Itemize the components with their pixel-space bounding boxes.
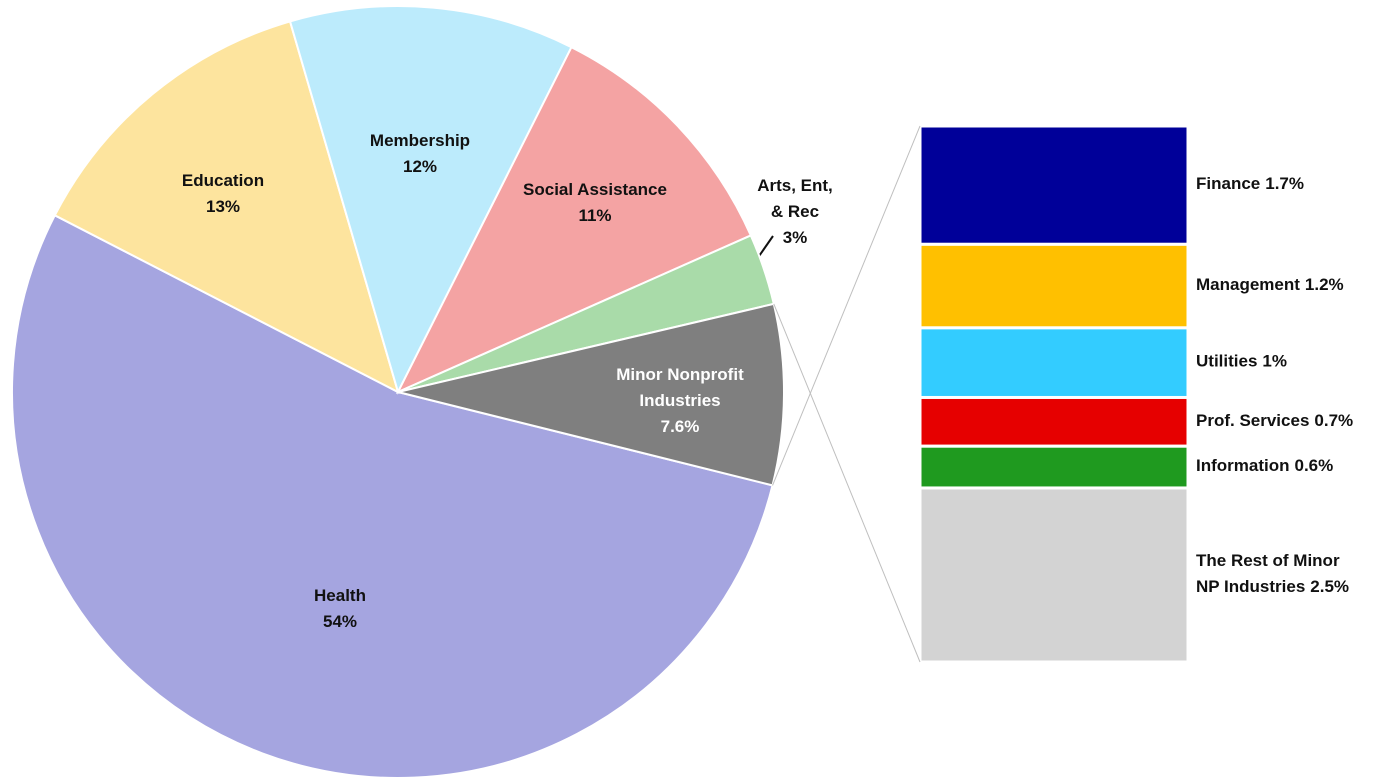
pie-slice: [288, 5, 573, 395]
slice-name: Membership: [370, 131, 470, 150]
slice-name: Education: [182, 171, 264, 190]
slice-name: Arts, Ent,: [757, 176, 833, 195]
slice-value: 3%: [783, 228, 808, 247]
pie-slice: [53, 20, 400, 394]
bar-segment: [918, 395, 1190, 448]
segment-label: Information 0.6%: [1196, 457, 1333, 476]
segment-value: 0.6%: [1295, 457, 1334, 476]
segment-value: 2.5%: [1310, 577, 1349, 596]
segment-value: 1%: [1262, 352, 1287, 371]
slice-name: & Rec: [771, 202, 819, 221]
segment-name: Prof. Services: [1196, 411, 1309, 430]
slice-label: Arts, Ent, & Rec 3%: [757, 176, 833, 247]
segment-label: Prof. Services 0.7%: [1196, 411, 1353, 430]
slice-value: 54%: [323, 612, 357, 631]
slice-label: Minor Nonprofit Industries 7.6%: [616, 365, 744, 436]
connector-line: [772, 125, 921, 486]
pie-slice: [11, 213, 774, 779]
slice-value: 11%: [578, 206, 611, 225]
slice-label: Education 13%: [182, 171, 264, 216]
slice-label: Health 54%: [314, 586, 366, 631]
segment-label: Management 1.2%: [1196, 276, 1344, 295]
segment-value: 0.7%: [1314, 411, 1353, 430]
segment-value: 1.7%: [1265, 175, 1304, 194]
segment-name: The Rest of Minor: [1196, 551, 1340, 570]
segment-name: Management: [1196, 276, 1300, 295]
slice-name: Industries: [639, 391, 720, 410]
slice-label: Membership 12%: [370, 131, 470, 176]
pie-slice: [395, 45, 753, 395]
segment-name: Information: [1196, 457, 1290, 476]
slice-value: 7.6%: [661, 417, 700, 436]
segment-value: 1.2%: [1305, 276, 1344, 295]
segment-name: Finance: [1196, 175, 1260, 194]
segment-label: Finance 1.7%: [1196, 175, 1304, 194]
segment-label: The Rest of Minor NP Industries 2.5%: [1196, 551, 1349, 596]
slice-name: Health: [314, 586, 366, 605]
bar-segment: [918, 486, 1190, 664]
connector-line: [773, 303, 921, 663]
segment-name: Utilities: [1196, 352, 1257, 371]
slice-value: 13%: [206, 197, 240, 216]
bar-segment: [918, 124, 1190, 246]
bar-segment: [918, 242, 1190, 330]
slice-name: Minor Nonprofit: [616, 365, 744, 384]
slice-value: 12%: [403, 157, 437, 176]
segment-label: Utilities 1%: [1196, 352, 1287, 371]
bar-segment: [918, 326, 1190, 399]
slice-name: Social Assistance: [523, 180, 667, 199]
slice-label: Social Assistance 11%: [523, 180, 667, 225]
segment-name: NP Industries: [1196, 577, 1305, 596]
bar-segment: [918, 444, 1190, 490]
pie-slice: [397, 302, 785, 487]
